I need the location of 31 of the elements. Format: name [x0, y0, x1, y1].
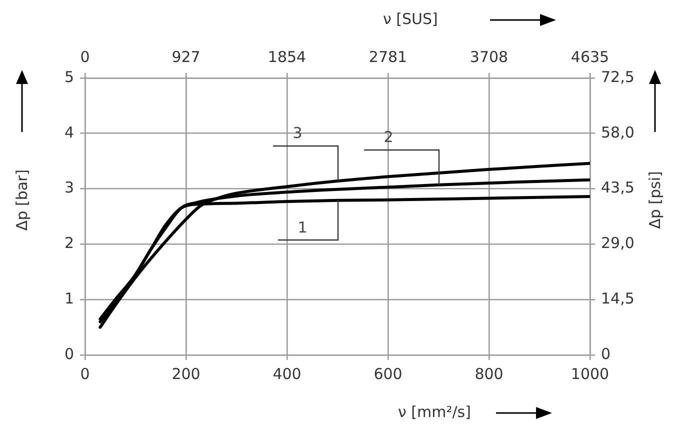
y-tick-label: 2 [64, 234, 74, 252]
x-tick-label: 400 [272, 364, 302, 383]
x2-tick-label: 927 [172, 48, 200, 66]
x2-tick-label: 0 [80, 48, 90, 66]
y-tick-label: 4 [64, 123, 74, 142]
x-axis-title: ν [mm²/s] [398, 403, 471, 421]
x-tick-label: 1000 [570, 364, 610, 383]
text: 3 [292, 124, 302, 142]
text: 2 [384, 128, 394, 146]
y2-tick-label: 0 [601, 344, 611, 363]
y2-axis-title: Δp [psi] [646, 171, 664, 229]
y2-tick-label: 14,5 [601, 289, 634, 308]
y-tick-label: 0 [64, 344, 74, 363]
y-axis-title: Δp [bar] [13, 169, 31, 231]
y-tick-label: 5 [64, 68, 74, 86]
y-tick-label: 3 [64, 178, 74, 197]
y2-tick-label: 29,0 [601, 234, 634, 252]
y2-tick-label: 58,0 [601, 123, 634, 142]
series-label: 1 [298, 218, 308, 236]
x2-tick-label: 4635 [570, 48, 610, 66]
x2-axis-title: ν [SUS] [383, 10, 438, 28]
x-tick-label: 0 [80, 364, 90, 383]
x2-tick-label: 3708 [470, 48, 508, 66]
x2-tick-label: 2781 [368, 48, 408, 66]
y-tick-label: 1 [64, 289, 74, 308]
y2-tick-label: 72,5 [601, 68, 634, 86]
y2-tick-label: 43,5 [601, 178, 634, 197]
x-tick-label: 200 [172, 364, 200, 383]
x2-tick-label: 1854 [268, 48, 306, 66]
x-tick-label: 600 [374, 364, 402, 383]
x-tick-label: 800 [474, 364, 504, 383]
